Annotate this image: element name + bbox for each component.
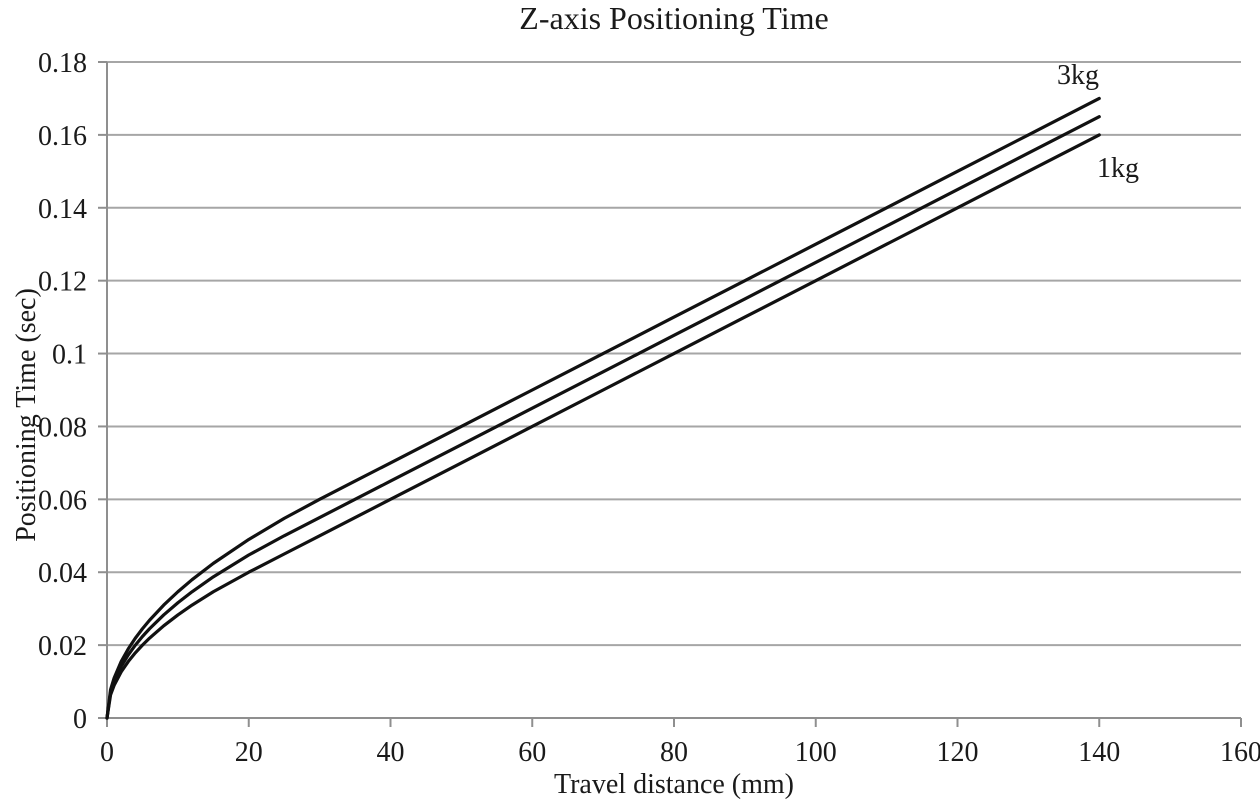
y-tick-label: 0.1: [52, 340, 87, 371]
y-tick-label: 0.08: [38, 412, 87, 443]
y-tick-label: 0.12: [38, 267, 87, 298]
y-tick-label: 0.16: [38, 121, 87, 152]
x-tick-label: 0: [100, 737, 114, 768]
x-tick-label: 20: [235, 737, 263, 768]
y-tick-label: 0.04: [38, 558, 87, 589]
x-tick-label: 160: [1220, 737, 1260, 768]
x-tick-label: 140: [1078, 737, 1120, 768]
series-path-middle-curve-unlabeled: [105, 115, 1101, 720]
x-axis-title: Travel distance (mm): [553, 769, 795, 800]
x-tick-label: 40: [377, 737, 405, 768]
x-tick-label: 120: [937, 737, 979, 768]
x-tick-label: 60: [518, 737, 546, 768]
series-label-1kg: 1kg: [1097, 153, 1139, 184]
x-tick-label: 80: [660, 737, 688, 768]
chart-title: Z-axis Positioning Time: [519, 0, 829, 36]
y-tick-label: 0: [73, 704, 87, 735]
y-tick-label: 0.02: [38, 631, 87, 662]
y-tick-label: 0.06: [38, 485, 87, 516]
series-path-3kg: [105, 96, 1101, 720]
series-path-1kg: [105, 133, 1101, 720]
x-tick-label: 100: [795, 737, 837, 768]
series-label-3kg: 3kg: [1057, 60, 1099, 91]
y-tick-label: 0.14: [38, 194, 87, 225]
y-axis-title: Positioning Time (sec): [11, 288, 42, 542]
y-tick-label: 0.18: [38, 48, 87, 79]
